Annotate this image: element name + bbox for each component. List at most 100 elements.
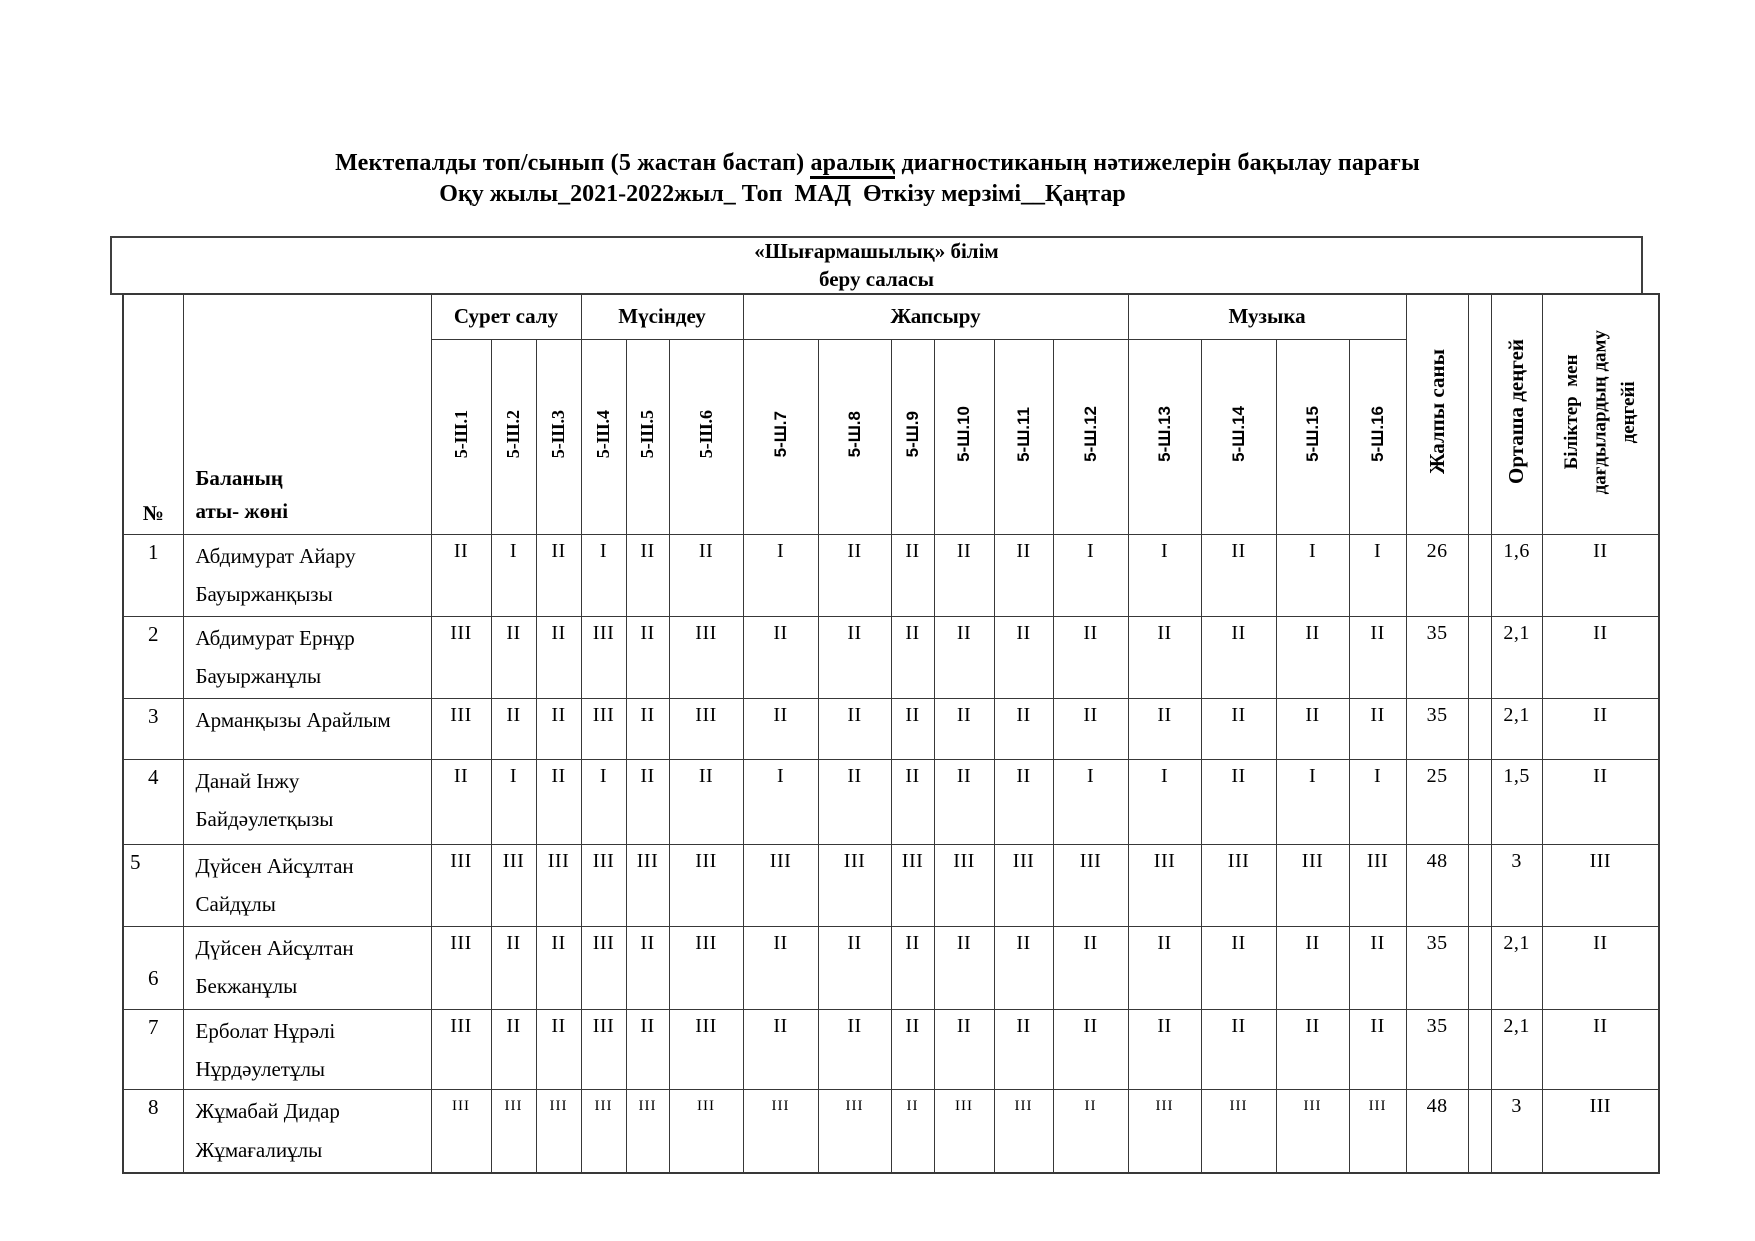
score-cell-1: II — [430, 533, 492, 617]
score-cell-1: III — [430, 615, 492, 699]
row-number: 7 — [122, 1008, 184, 1091]
score-cell-14: II — [1200, 697, 1277, 760]
score-cell-5: III — [625, 1089, 670, 1174]
column-header-9: 5-Ш.9 — [890, 338, 935, 535]
score-cell-9: II — [890, 533, 935, 617]
score-cell-11: II — [993, 533, 1054, 617]
child-name-label: Баланың аты- жөні — [195, 466, 289, 523]
score-cell-4: I — [580, 758, 627, 845]
column-label: 5-Ш.13 — [1154, 406, 1174, 462]
score-cell-9: II — [890, 758, 935, 845]
group-label: Мүсіндеу — [618, 304, 706, 329]
column-label: 5-Ш.16 — [1367, 406, 1387, 462]
row-number: 2 — [122, 615, 184, 699]
score-cell-5: II — [625, 1008, 670, 1091]
level-cell: III — [1541, 843, 1660, 927]
score-cell-13: II — [1127, 697, 1202, 760]
skills-level-label: Біліктер мен дағдылардың даму деңгейі — [1560, 329, 1639, 494]
column-label: 5-Ш.6 — [695, 409, 716, 459]
score-cell-4: III — [580, 843, 627, 927]
score-cell-2: II — [490, 925, 537, 1010]
score-cell-6: III — [668, 843, 744, 927]
score-cell-7: I — [742, 533, 819, 617]
score-cell-16: I — [1348, 533, 1407, 617]
score-cell-7: II — [742, 1008, 819, 1091]
student-row: 2 Абдимурат Ернұр Бауыржанұлы III II II III II… — [122, 615, 1660, 699]
score-cell-10: II — [933, 615, 995, 699]
score-cell-8: II — [817, 615, 892, 699]
score-cell-1: III — [430, 1008, 492, 1091]
score-cell-1: II — [430, 758, 492, 845]
empty-cell — [1467, 1089, 1492, 1174]
row-number: 8 — [122, 1089, 184, 1174]
column-label: 5-Ш.9 — [902, 410, 922, 458]
student-name: Абдимурат Ернұр Бауыржанұлы — [182, 615, 432, 699]
average-cell: 3 — [1490, 1089, 1543, 1174]
score-cell-11: II — [993, 615, 1054, 699]
score-cell-4: III — [580, 1008, 627, 1091]
score-cell-7: II — [742, 615, 819, 699]
score-cell-16: II — [1348, 615, 1407, 699]
score-cell-1: III — [430, 925, 492, 1010]
score-cell-12: III — [1052, 843, 1129, 927]
score-cell-6: II — [668, 533, 744, 617]
score-cell-15: II — [1275, 1008, 1350, 1091]
row-number: 3 — [122, 697, 184, 760]
group-label: Музыка — [1228, 304, 1306, 329]
title-underlined-word: аралық — [810, 150, 896, 179]
score-cell-10: II — [933, 925, 995, 1010]
column-header-6: 5-Ш.6 — [668, 338, 744, 535]
student-row: 5 Дүйсен Айсұлтан Сайдұлы III III III III III I… — [122, 843, 1660, 927]
column-header-5: 5-Ш.5 — [625, 338, 670, 535]
skills-level-column-header: Біліктер мен дағдылардың даму деңгейі — [1541, 293, 1660, 535]
score-cell-12: I — [1052, 758, 1129, 845]
score-cell-11: II — [993, 1008, 1054, 1091]
score-cell-15: III — [1275, 1089, 1350, 1174]
total-cell: 35 — [1405, 925, 1469, 1010]
score-cell-13: I — [1127, 758, 1202, 845]
document-header: Мектепалды топ/сынып (5 жастан бастап) а… — [0, 150, 1755, 208]
score-cell-16: II — [1348, 697, 1407, 760]
score-cell-5: III — [625, 843, 670, 927]
score-cell-11: III — [993, 1089, 1054, 1174]
column-label: 5-Ш.10 — [954, 406, 974, 462]
score-cell-13: II — [1127, 1008, 1202, 1091]
column-header-11: 5-Ш.11 — [993, 338, 1054, 535]
student-name: Данай Інжу Байдәулетқызы — [182, 758, 432, 845]
child-name-column-header: Баланың аты- жөні — [182, 293, 432, 535]
score-cell-11: II — [993, 758, 1054, 845]
empty-cell — [1467, 1008, 1492, 1091]
group-label: Жапсыру — [890, 304, 981, 329]
score-cell-2: II — [490, 697, 537, 760]
total-cell: 35 — [1405, 1008, 1469, 1091]
score-cell-16: II — [1348, 925, 1407, 1010]
score-cell-3: III — [535, 1089, 582, 1174]
score-cell-9: II — [890, 615, 935, 699]
total-cell: 26 — [1405, 533, 1469, 617]
student-row: 1 Абдимурат Айару Бауыржанқызы II I II I II II I… — [122, 533, 1660, 617]
empty-column-header — [1467, 293, 1492, 535]
score-cell-4: III — [580, 1089, 627, 1174]
score-cell-8: II — [817, 758, 892, 845]
score-cell-5: II — [625, 925, 670, 1010]
score-cell-12: I — [1052, 533, 1129, 617]
total-cell: 48 — [1405, 1089, 1469, 1174]
score-cell-4: III — [580, 697, 627, 760]
score-cell-8: III — [817, 1089, 892, 1174]
average-cell: 3 — [1490, 843, 1543, 927]
score-cell-12: II — [1052, 615, 1129, 699]
group-label: Сурет салу — [453, 304, 559, 329]
average-cell: 1,6 — [1490, 533, 1543, 617]
total-column-header: Жалпы саны — [1405, 293, 1469, 535]
score-cell-8: II — [817, 533, 892, 617]
score-cell-5: II — [625, 758, 670, 845]
score-cell-15: I — [1275, 758, 1350, 845]
score-cell-7: II — [742, 925, 819, 1010]
empty-cell — [1467, 615, 1492, 699]
score-cell-1: III — [430, 843, 492, 927]
student-name: Дүйсен Айсұлтан Бекжанұлы — [182, 925, 432, 1010]
average-cell: 2,1 — [1490, 697, 1543, 760]
score-cell-3: II — [535, 615, 582, 699]
empty-cell — [1467, 697, 1492, 760]
